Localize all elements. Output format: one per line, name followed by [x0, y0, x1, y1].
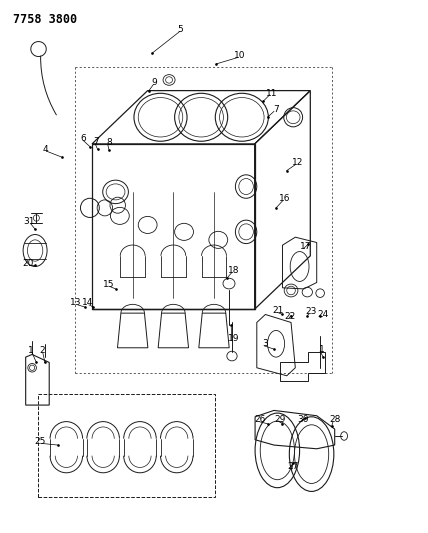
Text: 29: 29: [275, 415, 286, 424]
Text: 10: 10: [234, 52, 245, 60]
Text: 7: 7: [93, 137, 99, 146]
Text: 22: 22: [285, 312, 296, 320]
Text: 17: 17: [300, 242, 312, 251]
Text: 11: 11: [266, 89, 277, 98]
Text: 19: 19: [228, 334, 239, 343]
Text: 3: 3: [262, 340, 268, 348]
Text: 16: 16: [279, 195, 290, 203]
Text: 4: 4: [42, 145, 48, 154]
Text: 27: 27: [288, 463, 299, 471]
Text: 2: 2: [39, 346, 45, 355]
Text: 12: 12: [292, 158, 303, 167]
Text: 28: 28: [329, 415, 340, 424]
Text: 1: 1: [28, 346, 34, 355]
Text: 7: 7: [273, 105, 279, 114]
Text: 26: 26: [255, 415, 266, 424]
Text: 9: 9: [151, 78, 157, 87]
Text: 8: 8: [106, 139, 112, 147]
Text: 23: 23: [305, 308, 316, 316]
Text: 31: 31: [24, 217, 35, 226]
Text: 30: 30: [297, 415, 309, 424]
Bar: [38, 394, 215, 497]
Text: 15: 15: [104, 280, 115, 289]
Text: 24: 24: [318, 310, 329, 319]
Text: 21: 21: [273, 306, 284, 314]
Text: 6: 6: [80, 134, 86, 143]
Text: 25: 25: [35, 437, 46, 446]
Text: 7758 3800: 7758 3800: [13, 13, 77, 26]
Text: 20: 20: [22, 259, 33, 268]
Text: 1: 1: [319, 345, 325, 353]
Text: 18: 18: [228, 266, 239, 274]
Text: 14: 14: [82, 298, 93, 307]
Text: 5: 5: [177, 25, 183, 34]
Text: 13: 13: [71, 298, 82, 307]
